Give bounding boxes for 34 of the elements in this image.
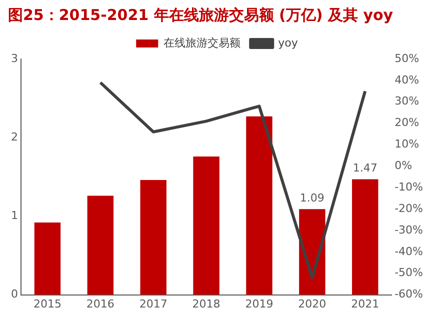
chart-title: 图25：2015-2021 年在线旅游交易额 (万亿) 及其 yoy [7,5,394,26]
x-tick-label: 2017 [139,297,168,310]
x-tick-label: 2016 [86,297,114,310]
legend-label: yoy [278,36,298,50]
y2-tick-label: 50% [394,52,420,65]
bar [352,179,378,295]
bar [34,222,61,295]
bar [246,116,272,295]
y2-tick-label: 20% [394,116,420,130]
bar [87,196,114,295]
bar [140,180,166,295]
y-tick-label: 2 [11,130,18,144]
y2-tick-label: -10% [394,180,424,194]
y2-tick-label: 0% [394,159,412,172]
y2-tick-label: 30% [394,94,420,108]
legend-label: 在线旅游交易额 [164,36,241,50]
y-tick-label: 3 [11,52,18,65]
x-tick-label: 2018 [192,297,220,310]
y2-tick-label: -20% [394,202,424,215]
y2-tick-label: -60% [394,288,424,301]
y2-tick-label: -50% [394,266,424,280]
y2-tick-label: 10% [394,138,420,151]
y2-tick-label: -30% [394,223,424,236]
y2-tick-label: -40% [394,244,424,258]
y-tick-label: 0 [11,288,18,301]
x-tick-label: 2020 [298,297,326,310]
x-tick-label: 2019 [245,297,274,310]
y-tick-label: 1 [11,209,18,222]
y2-tick-label: 40% [394,73,420,86]
data-label: 1.47 [352,162,378,175]
x-tick-label: 2015 [33,297,62,310]
bar [193,156,220,295]
x-tick-label: 2021 [351,297,380,310]
data-label: 1.09 [300,191,324,204]
